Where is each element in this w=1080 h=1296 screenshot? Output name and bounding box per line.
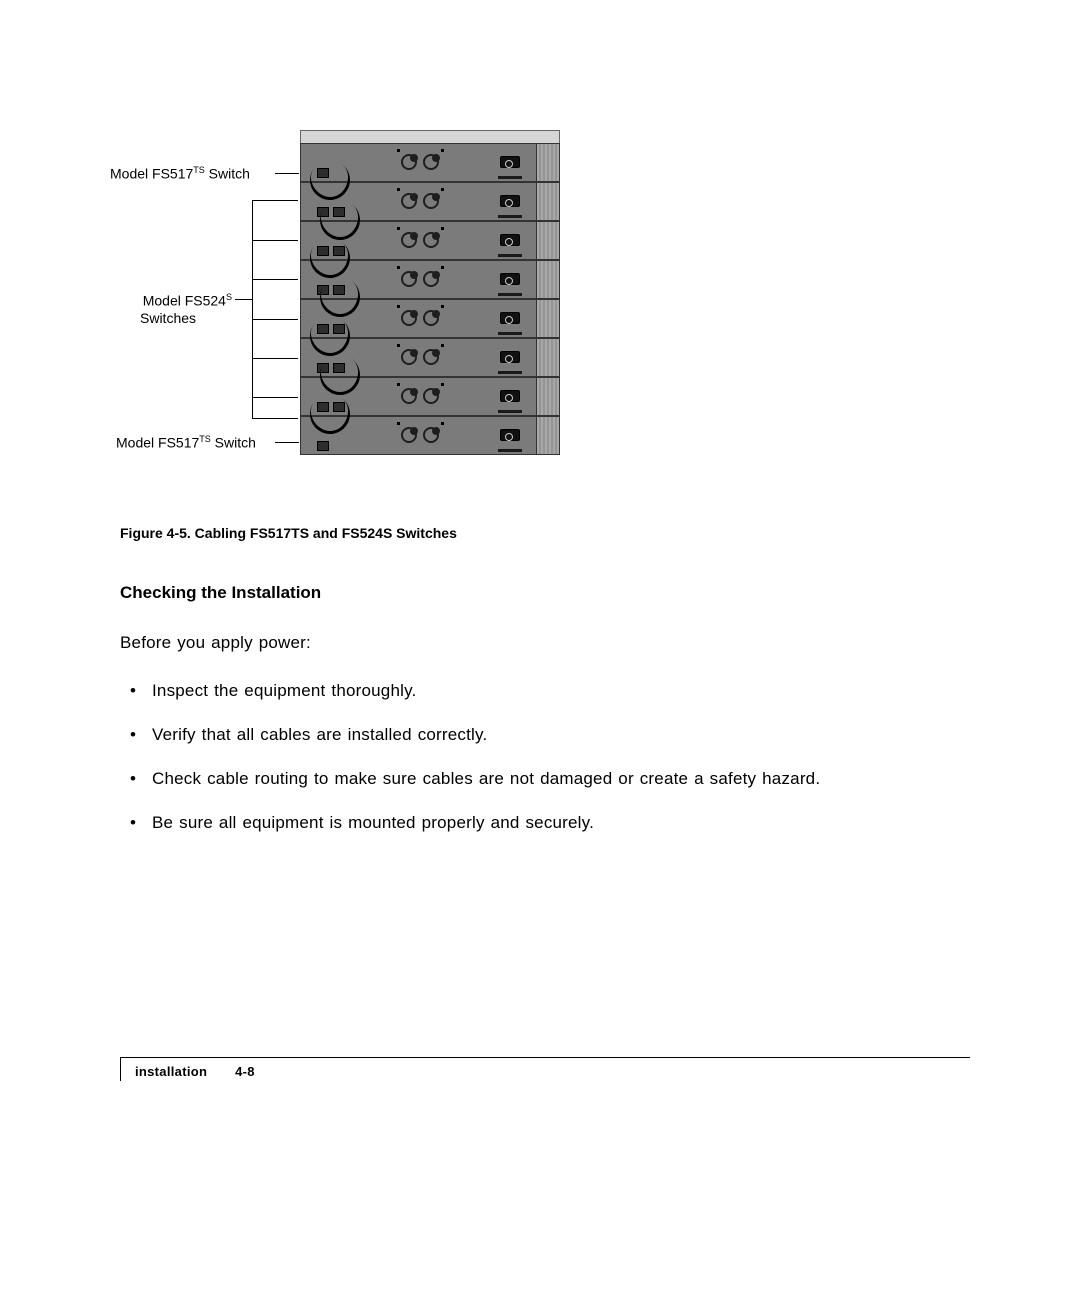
label-top-switch: Model FS517TS Switch xyxy=(110,165,250,182)
display-icon xyxy=(500,156,520,168)
stack-top-cap xyxy=(300,130,560,143)
leader-line xyxy=(252,319,298,320)
section-heading: Checking the Installation xyxy=(120,583,970,603)
page-footer: installation 4-8 xyxy=(120,1057,970,1081)
knob-icon xyxy=(423,154,439,170)
list-item: Be sure all equipment is mounted properl… xyxy=(130,813,970,833)
intro-text: Before you apply power: xyxy=(120,633,970,653)
footer-section: installation xyxy=(135,1064,207,1079)
leader-line xyxy=(235,299,253,300)
figure-caption: Figure 4-5. Cabling FS517TS and FS524S S… xyxy=(120,525,970,541)
accent-bar xyxy=(498,176,522,179)
unit-side xyxy=(537,143,560,182)
figure-diagram: Model FS517TS Switch Model FS524S Switch… xyxy=(120,130,680,470)
footer-page-number: 4-8 xyxy=(235,1064,255,1079)
leader-line xyxy=(252,397,298,398)
leader-line xyxy=(252,240,298,241)
leader-line xyxy=(252,279,298,280)
label-mid-switches-l2: Switches xyxy=(140,310,196,326)
list-item: Check cable routing to make sure cables … xyxy=(130,769,970,789)
leader-line xyxy=(275,173,299,174)
checklist: Inspect the equipment thoroughly. Verify… xyxy=(120,681,970,833)
list-item: Inspect the equipment thoroughly. xyxy=(130,681,970,701)
knob-icon xyxy=(401,154,417,170)
leader-bracket-vert xyxy=(252,200,253,418)
leader-line xyxy=(252,358,298,359)
leader-line xyxy=(275,442,299,443)
list-item: Verify that all cables are installed cor… xyxy=(130,725,970,745)
label-bottom-switch: Model FS517TS Switch xyxy=(116,434,256,451)
dot-icon xyxy=(397,149,400,152)
leader-line xyxy=(252,200,298,201)
label-mid-switches-l1: Model FS524S xyxy=(102,292,232,309)
dot-icon xyxy=(441,149,444,152)
leader-line xyxy=(252,418,298,419)
